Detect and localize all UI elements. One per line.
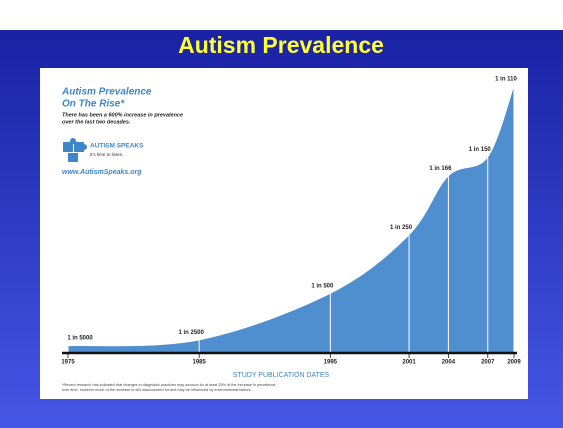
value-label: 1 in 110 bbox=[495, 77, 517, 83]
x-tick-label: 2009 bbox=[507, 360, 521, 366]
slide-title: Autism Prevalence bbox=[178, 32, 384, 58]
area bbox=[68, 87, 514, 352]
plot: 1 in 5000 1 in 2500 1 in 500 1 in 250 1 in 1… bbox=[61, 77, 521, 366]
value-label: 1 in 5000 bbox=[67, 336, 93, 342]
value-label: 1 in 250 bbox=[390, 225, 413, 231]
x-tick-label: 1985 bbox=[192, 360, 206, 366]
logo-tagline: It's time to listen. bbox=[90, 152, 123, 157]
logo-name: AUTISM SPEAKS bbox=[90, 143, 144, 150]
chart-subtitle: There has been a 600% increase in preval… bbox=[62, 112, 183, 118]
value-label: 1 in 500 bbox=[311, 283, 334, 289]
value-label: 1 in 150 bbox=[469, 147, 492, 153]
chart-title: Autism Prevalence bbox=[61, 87, 152, 98]
chart-subtitle: over the last two decades. bbox=[62, 119, 131, 125]
x-tick-label: 2007 bbox=[481, 360, 495, 366]
x-tick-label: 2004 bbox=[442, 360, 456, 366]
x-tick-label: 1975 bbox=[61, 360, 75, 366]
value-label: 1 in 166 bbox=[429, 166, 452, 172]
footnote: over time, however much of the increase … bbox=[62, 388, 252, 392]
x-tick-label: 2001 bbox=[402, 360, 416, 366]
x-tick-label: 1995 bbox=[324, 360, 338, 366]
footnote: *Recent research has indicated that chan… bbox=[62, 383, 276, 387]
value-label: 1 in 2500 bbox=[178, 330, 204, 336]
logo-url: www.AutismSpeaks.org bbox=[62, 169, 142, 176]
chart-title: On The Rise* bbox=[62, 99, 125, 110]
top-band bbox=[0, 0, 563, 30]
x-axis-label: STUDY PUBLICATION DATES bbox=[233, 372, 330, 379]
puzzle-logo bbox=[63, 138, 87, 162]
